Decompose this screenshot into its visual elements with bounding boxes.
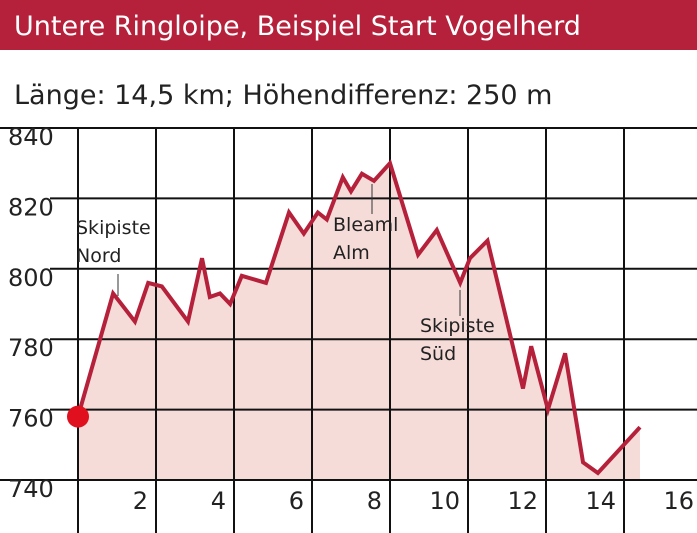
- y-tick-label: 740: [8, 475, 54, 503]
- x-tick-label: 16: [663, 487, 694, 515]
- chart-title: Untere Ringloipe, Beispiel Start Vogelhe…: [14, 11, 581, 42]
- annotation: Süd: [420, 343, 456, 365]
- chart-subtitle: Länge: 14,5 km; Höhendifferenz: 250 m: [14, 80, 552, 111]
- annotation: Skipiste: [420, 315, 495, 337]
- y-tick-label: 760: [8, 405, 54, 433]
- x-tick-label: 4: [211, 487, 226, 515]
- annotation: Bleaml: [333, 214, 398, 236]
- annotation: Skipiste: [76, 217, 151, 239]
- annotation: Nord: [76, 245, 121, 267]
- elevation-line: [76, 159, 642, 476]
- x-tick-label: 6: [289, 487, 304, 515]
- y-tick-label: 800: [8, 264, 54, 292]
- y-tick-label: 780: [8, 334, 54, 362]
- x-tick-label: 14: [585, 487, 616, 515]
- y-tick-label: 840: [8, 123, 54, 151]
- x-tick-label: 12: [507, 487, 538, 515]
- y-tick-label: 820: [8, 193, 54, 221]
- area-fill: [78, 163, 640, 480]
- start-point: [67, 405, 89, 428]
- header-band: [0, 0, 697, 50]
- annotation: Alm: [333, 242, 370, 264]
- x-tick-label: 10: [429, 487, 460, 515]
- x-tick-label: 2: [133, 487, 148, 515]
- x-tick-label: 8: [367, 487, 382, 515]
